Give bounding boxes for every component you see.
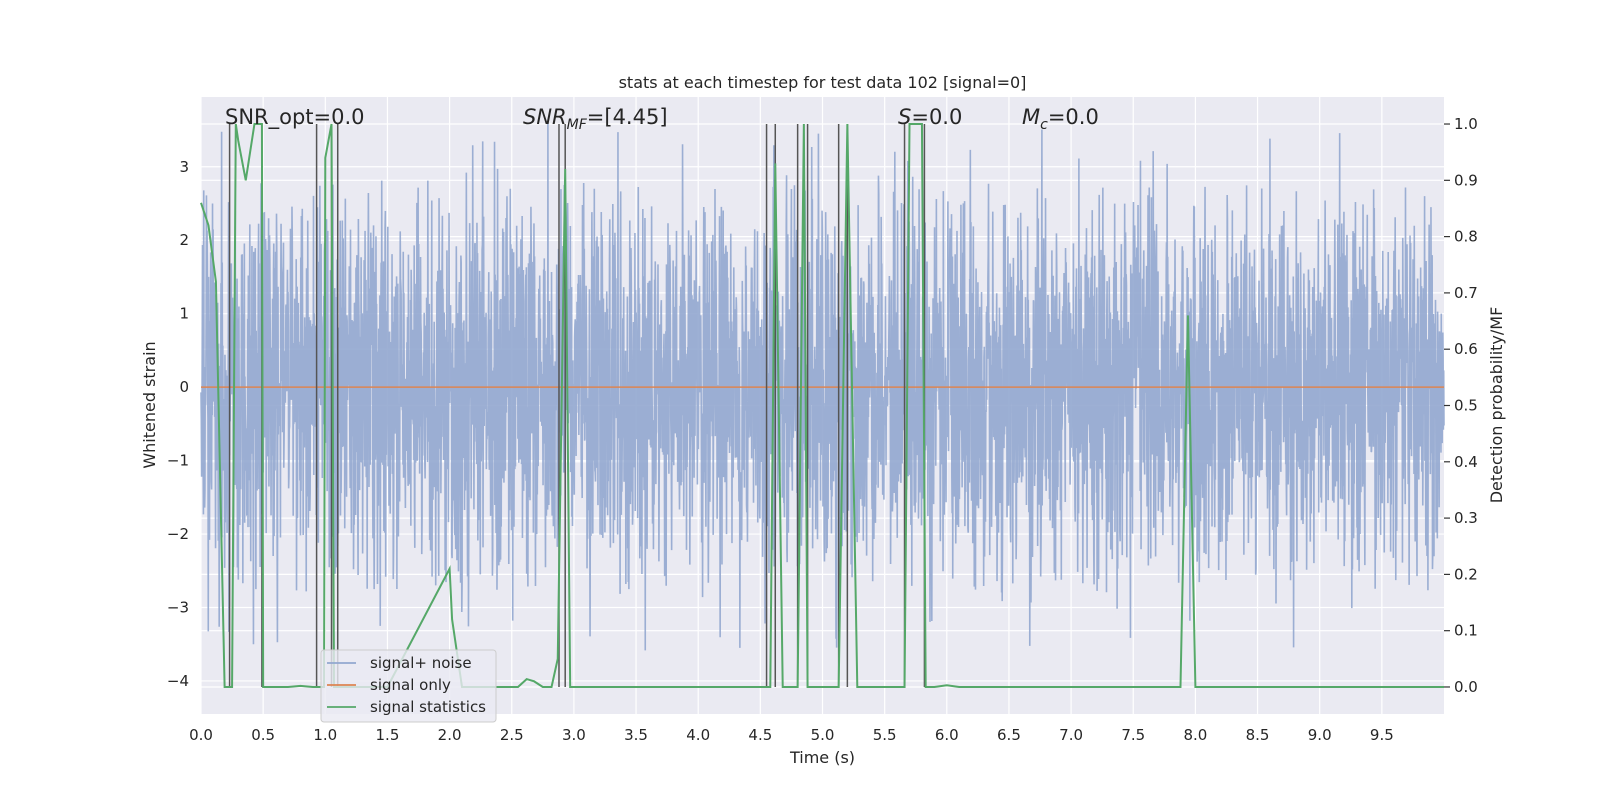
x-tick-label-9: 4.5 — [748, 726, 772, 744]
x-tick-label-3: 1.5 — [376, 726, 400, 744]
y2-tick-labels: 1.0 0.9 0.8 0.7 0.6 0.5 0.4 0.3 0.2 0.1 0.0 — [1444, 115, 1478, 696]
annotation-snr-mf-main: SNR — [523, 105, 567, 129]
x-tick-label-19: 9.5 — [1370, 726, 1394, 744]
annotation-s: S=0.0 — [898, 105, 962, 129]
y2-tick-label-2: 0.8 — [1454, 228, 1478, 246]
y-tick-label-1: 2 — [179, 231, 189, 249]
y2-tick-label-7: 0.3 — [1454, 509, 1478, 527]
y2-tick-label-9: 0.1 — [1454, 622, 1478, 640]
x-tick-label-6: 3.0 — [562, 726, 586, 744]
x-tick-label-8: 4.0 — [686, 726, 710, 744]
annotation-s-value: =0.0 — [911, 105, 962, 129]
y-tick-label-7: −4 — [167, 672, 189, 690]
annotation-snr-mf-value: =[4.45] — [587, 105, 668, 129]
y-tick-label-3: 0 — [179, 378, 189, 396]
x-tick-label-12: 6.0 — [935, 726, 959, 744]
annotation-snr-mf-sub: MF — [567, 117, 588, 133]
statistics-line — [200, 123, 1444, 688]
legend-box — [320, 649, 497, 723]
x-tick-label-2: 1.0 — [313, 726, 337, 744]
x-tick-label-15: 7.5 — [1121, 726, 1145, 744]
noise-series — [200, 122, 1445, 651]
statistics-series — [200, 123, 1444, 688]
x-tick-label-0: 0.0 — [189, 726, 213, 744]
x-tick-labels: 0.0 0.5 1.0 1.5 2.0 2.5 3.0 3.5 4.0 4.5 5.0 5.5 6.0 6… — [189, 726, 1394, 744]
y-tick-label-5: −2 — [167, 525, 189, 543]
y2-tick-label-1: 0.9 — [1454, 171, 1478, 189]
x-tick-label-1: 0.5 — [251, 726, 275, 744]
x-tick-label-5: 2.5 — [500, 726, 524, 744]
x-tick-label-11: 5.5 — [873, 726, 897, 744]
y-tick-label-6: −3 — [167, 598, 189, 616]
annotation-mc-sub: c — [1040, 117, 1048, 133]
y2-tick-label-10: 0.0 — [1454, 678, 1478, 696]
y2-tick-label-0: 1.0 — [1454, 115, 1478, 133]
x-tick-label-13: 6.5 — [997, 726, 1021, 744]
legend: signal+ noise signal only signal statist… — [320, 649, 497, 723]
x-tick-label-7: 3.5 — [624, 726, 648, 744]
y2-tick-label-8: 0.2 — [1454, 565, 1478, 583]
y2-tick-label-6: 0.4 — [1454, 453, 1478, 471]
y-axis-label: Whitened strain — [140, 341, 159, 468]
y-tick-labels: 3 2 1 0 −1 −2 −3 −4 — [167, 158, 189, 690]
x-tick-label-10: 5.0 — [811, 726, 835, 744]
legend-label-noise: signal+ noise — [370, 654, 472, 672]
annotation-mc-main: M — [1022, 105, 1040, 129]
annotation-snr-mf: SNRMF=[4.45] — [523, 105, 668, 133]
x-axis-label: Time (s) — [789, 748, 855, 767]
x-tick-label-16: 8.0 — [1183, 726, 1207, 744]
y-tick-label-4: −1 — [167, 452, 189, 470]
y-tick-label-2: 1 — [179, 305, 189, 323]
y2-axis-label: Detection probability/MF — [1487, 307, 1506, 504]
legend-label-signal-only: signal only — [370, 676, 451, 694]
annotation-mc-value: =0.0 — [1048, 105, 1099, 129]
annotation-s-main: S — [898, 105, 911, 129]
chart-title: stats at each timestep for test data 102… — [619, 73, 1027, 92]
annotation-mc: Mc=0.0 — [1022, 105, 1099, 133]
noise-line — [200, 122, 1445, 651]
x-tick-label-18: 9.0 — [1308, 726, 1332, 744]
x-tick-label-14: 7.0 — [1059, 726, 1083, 744]
legend-label-statistics: signal statistics — [370, 698, 486, 716]
y2-tick-label-4: 0.6 — [1454, 340, 1478, 358]
y-tick-label-0: 3 — [179, 158, 189, 176]
annotation-snr-opt: SNR_opt=0.0 — [225, 105, 365, 130]
y2-tick-label-5: 0.5 — [1454, 397, 1478, 415]
x-tick-label-4: 2.0 — [438, 726, 462, 744]
y2-tick-label-3: 0.7 — [1454, 284, 1478, 302]
x-tick-label-17: 8.5 — [1246, 726, 1270, 744]
